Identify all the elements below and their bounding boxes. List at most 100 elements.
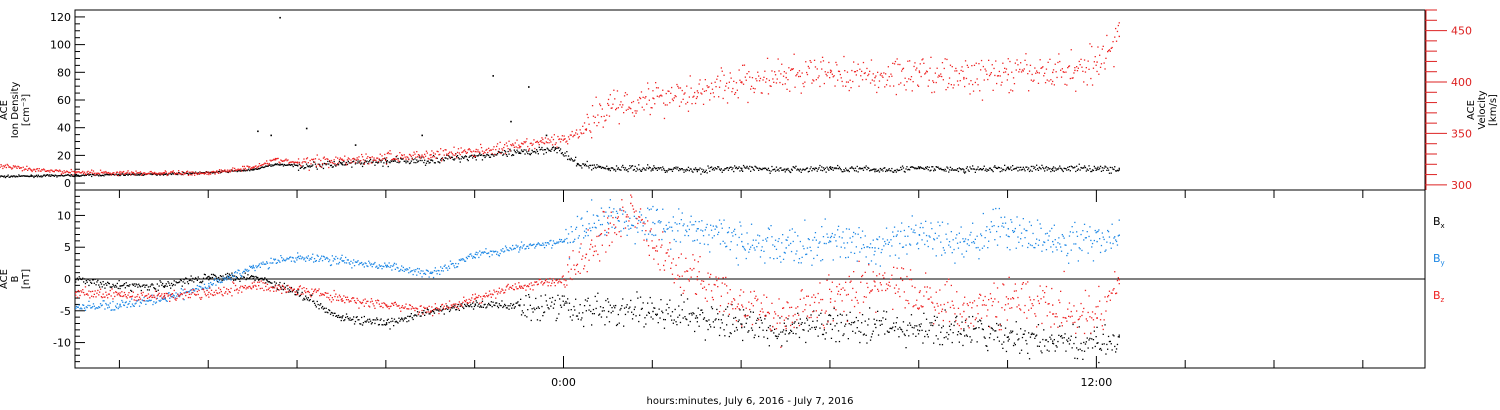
density-series-point [848, 170, 850, 173]
velocity-series-point [1083, 59, 1086, 61]
density-series-point [659, 167, 661, 169]
velocity-series-point [397, 159, 399, 161]
bx-series-point [883, 310, 885, 312]
velocity-series-point [945, 89, 947, 91]
by-series-point [734, 228, 736, 230]
by-series-point [219, 281, 222, 284]
bx-series-point [994, 330, 996, 332]
by-series-point [1006, 246, 1008, 249]
by-series-point [114, 309, 116, 311]
bx-series-point [432, 311, 435, 313]
velocity-series-point [126, 171, 128, 174]
bx-series-point [1051, 334, 1053, 336]
velocity-series-point [196, 173, 198, 176]
density-series-point [42, 175, 44, 177]
bx-series-point [972, 315, 974, 318]
velocity-series-point [548, 142, 550, 144]
velocity-series-point [339, 157, 341, 159]
velocity-series-point [1102, 45, 1104, 47]
velocity-series-point [931, 91, 933, 94]
bx-series-point [1068, 337, 1070, 339]
by-series-point [978, 258, 980, 260]
density-series-point [824, 167, 826, 169]
bx-series-point [380, 318, 382, 320]
by-series-point [460, 258, 462, 260]
density-series-point [893, 169, 896, 172]
by-series-point [890, 239, 892, 241]
density-series-point [244, 170, 246, 172]
velocity-series-point [293, 162, 295, 164]
by-series-point [807, 238, 809, 240]
by-series-point [551, 247, 553, 249]
by-series-point [715, 225, 717, 227]
by-series-point [87, 304, 89, 307]
bx-series-point [966, 335, 968, 337]
density-series-point [892, 171, 894, 173]
density-series-outlier-point [279, 16, 281, 19]
by-series-point [652, 205, 654, 208]
velocity-series-point [993, 67, 995, 70]
density-series-point [579, 165, 581, 167]
by-series-point [892, 231, 894, 233]
by-series-point [102, 300, 104, 302]
velocity-series-point [973, 64, 976, 66]
density-series-point [650, 170, 652, 172]
velocity-series-point [231, 168, 233, 171]
velocity-series-point [940, 73, 942, 75]
density-series-point [750, 166, 753, 168]
bx-series-point [1064, 333, 1066, 335]
by-series-point [441, 267, 444, 269]
bx-series-point [234, 275, 236, 277]
velocity-series-point [37, 170, 39, 172]
bx-series-point [702, 318, 705, 320]
bx-series-point [753, 336, 755, 339]
velocity-series-point [1032, 80, 1034, 82]
density-series-point [102, 174, 104, 176]
by-series-point [199, 285, 201, 288]
velocity-series-point [575, 129, 578, 131]
by-series-point [731, 232, 733, 234]
velocity-series-point [341, 159, 343, 161]
density-series-point [1117, 170, 1119, 172]
bx-series-point [419, 315, 421, 317]
velocity-series-point [85, 173, 87, 176]
velocity-series-point [200, 173, 202, 175]
velocity-series-point [281, 160, 284, 162]
density-series-point [471, 154, 473, 156]
by-series-point [178, 294, 180, 296]
velocity-series-point [506, 145, 508, 147]
by-series-point [895, 235, 897, 237]
bx-series-point [240, 277, 242, 279]
velocity-series-point [324, 158, 326, 160]
bx-series-point [888, 331, 890, 333]
bx-series-point [563, 295, 565, 297]
bx-series-point [944, 309, 946, 311]
by-series-point [825, 242, 827, 245]
bx-series-point [682, 317, 684, 319]
density-series-point [1009, 168, 1011, 170]
bx-series-point [226, 272, 229, 275]
density-series-point [680, 168, 682, 170]
by-series-point [680, 219, 682, 221]
by-series-point [911, 215, 913, 217]
velocity-series-point [1078, 60, 1080, 63]
velocity-series-point [821, 68, 823, 70]
bx-series-point [402, 320, 404, 322]
velocity-series-point [214, 173, 216, 175]
velocity-series-point [933, 91, 936, 93]
bx-series-point [313, 300, 315, 302]
density-series-point [545, 151, 547, 154]
density-series-point [388, 161, 390, 163]
velocity-series-point [104, 172, 106, 174]
bx-series-point [374, 322, 376, 325]
bx-series-point [191, 280, 193, 282]
velocity-series-point [761, 92, 763, 94]
by-series-point [278, 260, 280, 262]
bx-series-point [802, 329, 804, 331]
bx-series-point [393, 325, 395, 327]
velocity-series-point [107, 171, 110, 174]
velocity-series-point [988, 75, 991, 77]
bx-series-point [487, 304, 489, 306]
bx-series-point [747, 331, 749, 333]
density-series-point [1060, 167, 1062, 169]
